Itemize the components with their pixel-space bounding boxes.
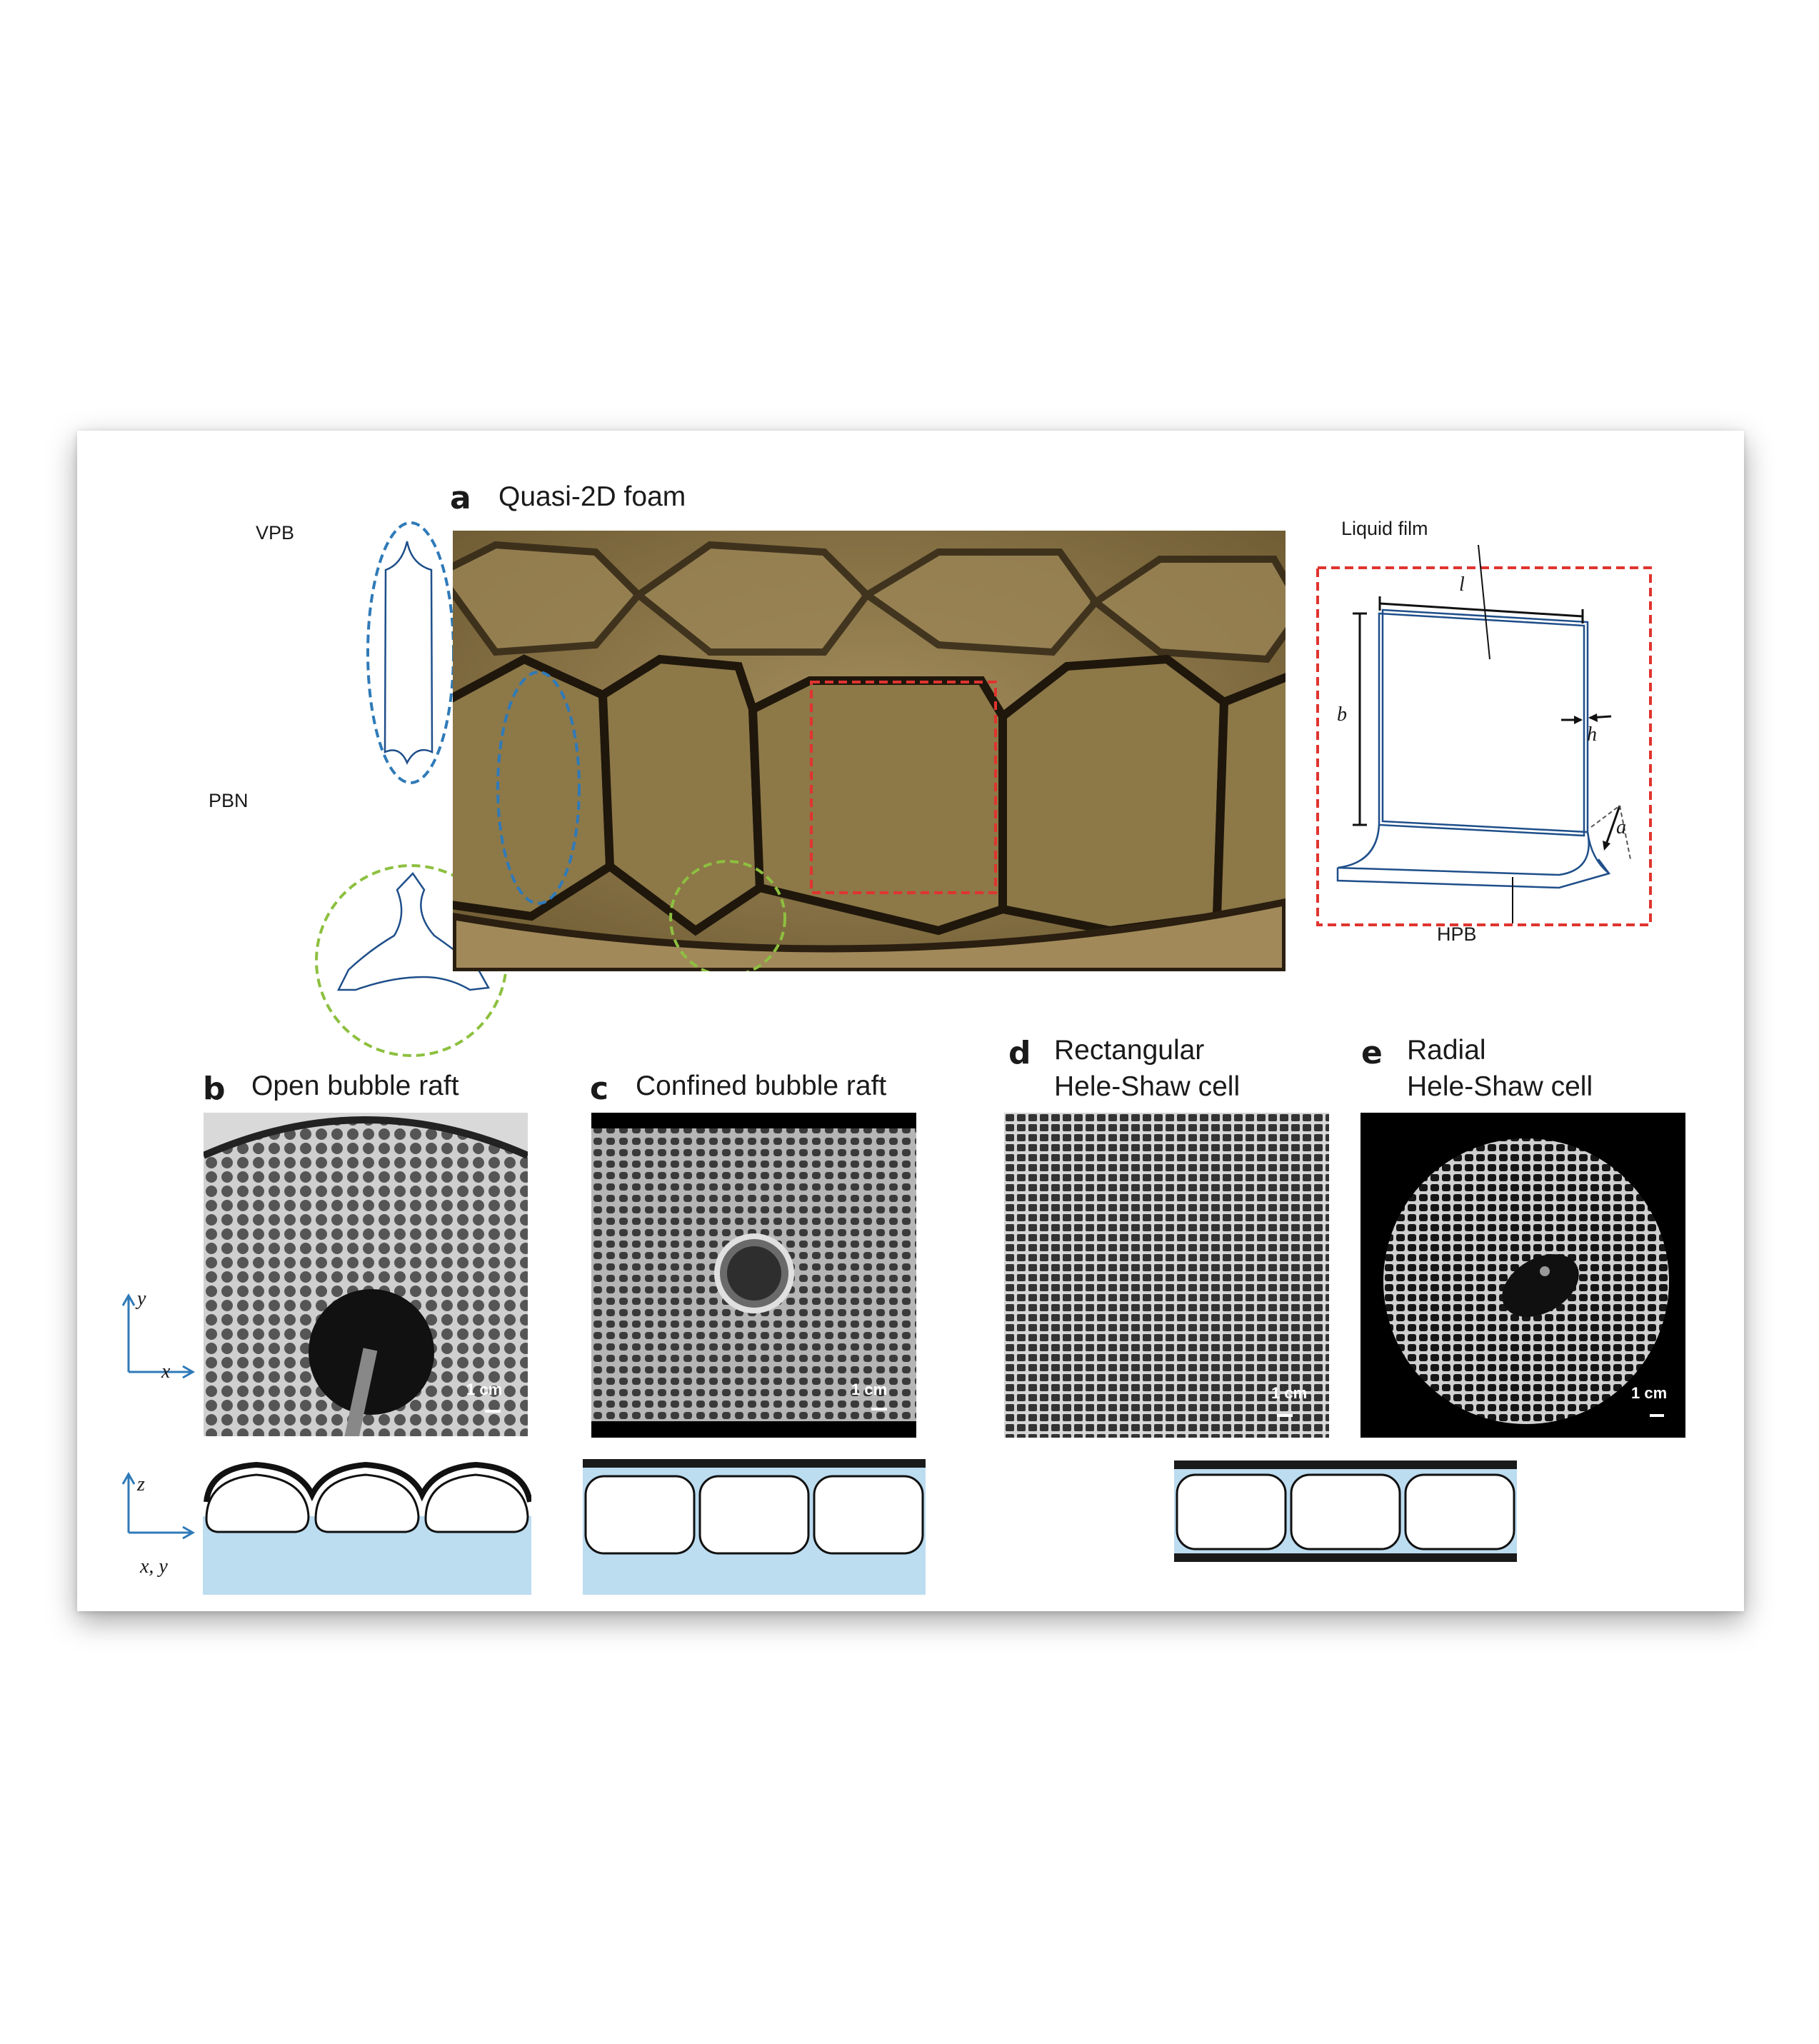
dim-l-label: l	[1459, 573, 1465, 596]
confined-raft-cross-section	[583, 1459, 926, 1595]
axis-z-label: z	[137, 1473, 145, 1496]
xy-axes-icon	[121, 1293, 196, 1379]
dim-a-label: a	[1616, 816, 1626, 838]
panel-d-scale-label: 1 cm	[1271, 1384, 1308, 1402]
open-raft-cross-section	[203, 1461, 531, 1595]
confined-bubble-raft-photo	[591, 1113, 916, 1438]
pbn-sketch	[336, 872, 491, 991]
hpb-label: HPB	[1437, 923, 1477, 945]
panel-a-letter: a	[450, 480, 471, 516]
open-bubble-raft-photo	[204, 1113, 528, 1436]
panel-d-title: Rectangular Hele-Shaw cell	[1054, 1035, 1241, 1102]
axis-x-label: x	[161, 1361, 171, 1383]
panel-e-scale-label: 1 cm	[1631, 1384, 1668, 1402]
panel-e-letter: e	[1361, 1035, 1383, 1071]
panel-b-title: Open bubble raft	[251, 1071, 459, 1101]
hele-shaw-cross-section	[1174, 1461, 1517, 1562]
vpb-label: VPB	[256, 522, 295, 543]
panel-c-scale-label: 1 cm	[851, 1381, 888, 1398]
quasi-2d-foam-photo	[453, 531, 1286, 971]
panel-c-title: Confined bubble raft	[636, 1071, 887, 1101]
panel-b-letter: b	[203, 1071, 226, 1107]
pbn-label: PBN	[209, 790, 249, 811]
dim-b-label: b	[1337, 703, 1347, 726]
liquid-film-label: Liquid film	[1341, 518, 1428, 539]
panel-d-letter: d	[1008, 1035, 1031, 1071]
rectangular-hele-shaw-photo	[1004, 1113, 1329, 1438]
panel-b-scale-label: 1 cm	[466, 1381, 503, 1398]
vpb-sketch	[384, 541, 434, 765]
panel-e-title: Radial Hele-Shaw cell	[1407, 1035, 1593, 1102]
figure-card: a Quasi-2D foam VPB PBN	[77, 431, 1744, 1611]
liquid-film-schematic	[1316, 545, 1652, 926]
radial-hele-shaw-photo	[1361, 1113, 1685, 1438]
panel-a-title: Quasi-2D foam	[498, 481, 686, 512]
panel-c-letter: c	[590, 1071, 609, 1107]
axis-y-label: y	[137, 1288, 146, 1310]
xz-axes-icon	[121, 1471, 196, 1540]
vpb-outline-ellipse	[366, 521, 455, 784]
axis-xy-label: x, y	[140, 1555, 168, 1578]
dim-h-label: h	[1587, 723, 1597, 746]
